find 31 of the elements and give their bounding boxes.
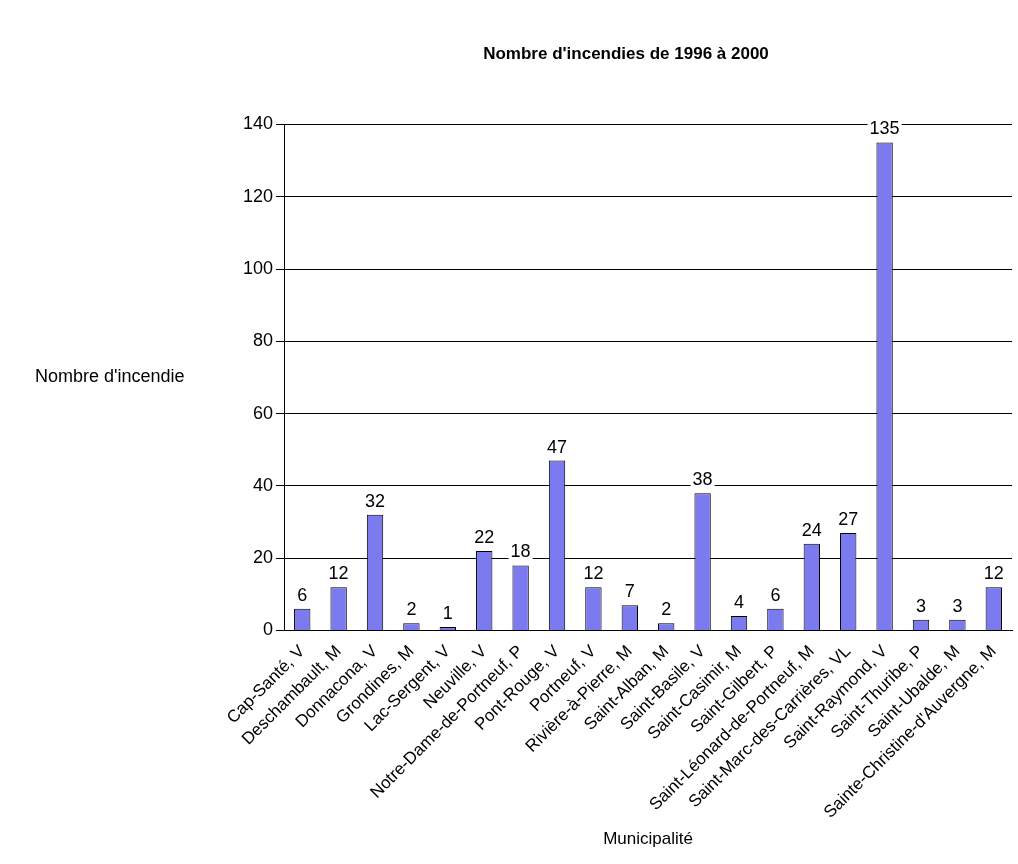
y-tick-label: 140 <box>242 113 274 134</box>
data-label: 18 <box>510 541 531 562</box>
data-label: 4 <box>734 592 745 613</box>
data-label: 6 <box>297 584 308 605</box>
y-tick-label: 120 <box>242 185 274 206</box>
y-tick-label: 0 <box>263 619 274 640</box>
data-label: 12 <box>983 563 1004 584</box>
data-label: 27 <box>838 508 859 529</box>
y-tick-label: 100 <box>242 257 274 278</box>
data-label: 38 <box>692 469 713 490</box>
y-tick-label: 60 <box>253 402 274 423</box>
chart-title: Nombre d'incendies de 1996 à 2000 <box>483 43 769 63</box>
data-label: 2 <box>406 599 417 620</box>
data-label: 12 <box>328 563 349 584</box>
data-label: 47 <box>547 436 568 457</box>
data-label: 1 <box>442 602 453 623</box>
y-axis-title: Nombre d'incendie <box>35 366 185 387</box>
y-tick-label: 80 <box>253 330 274 351</box>
data-label: 135 <box>869 118 900 139</box>
data-label: 32 <box>365 490 386 511</box>
data-label: 7 <box>624 581 635 602</box>
data-label: 3 <box>952 595 963 616</box>
y-tick-label: 20 <box>253 547 274 568</box>
data-label: 22 <box>474 526 495 547</box>
x-axis-title: Municipalité <box>603 829 693 849</box>
data-label: 12 <box>583 563 604 584</box>
data-label: 6 <box>770 584 781 605</box>
data-label: 3 <box>916 595 927 616</box>
y-tick-label: 40 <box>253 474 274 495</box>
data-label: 2 <box>661 599 672 620</box>
data-label: 24 <box>801 519 822 540</box>
